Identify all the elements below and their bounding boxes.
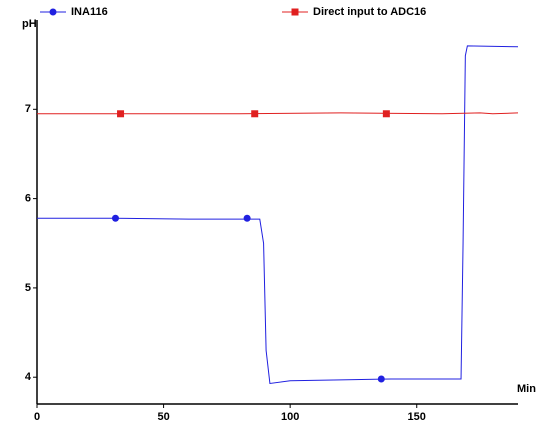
y-tick-label: 6	[25, 193, 31, 205]
marker	[251, 110, 259, 118]
line	[37, 45, 519, 385]
y-tick-label: 4	[25, 371, 32, 383]
y-tick-label: 5	[25, 282, 31, 294]
y-tick-label: 7	[25, 103, 31, 115]
legend-label[interactable]: INA116	[71, 6, 108, 18]
x-axis-label: Min	[517, 383, 536, 395]
legend-marker	[291, 8, 299, 16]
x-tick-label: 100	[281, 411, 299, 423]
line	[37, 112, 519, 115]
marker	[382, 110, 390, 118]
x-tick-label: 0	[34, 411, 40, 423]
y-axis-label: pH	[22, 18, 37, 30]
marker	[117, 110, 125, 118]
marker	[377, 375, 385, 383]
marker	[111, 214, 119, 222]
x-tick-label: 150	[408, 411, 426, 423]
marker	[243, 214, 251, 222]
legend-marker	[49, 8, 57, 16]
x-tick-label: 50	[157, 411, 169, 423]
legend-label[interactable]: Direct input to ADC16	[313, 6, 426, 18]
